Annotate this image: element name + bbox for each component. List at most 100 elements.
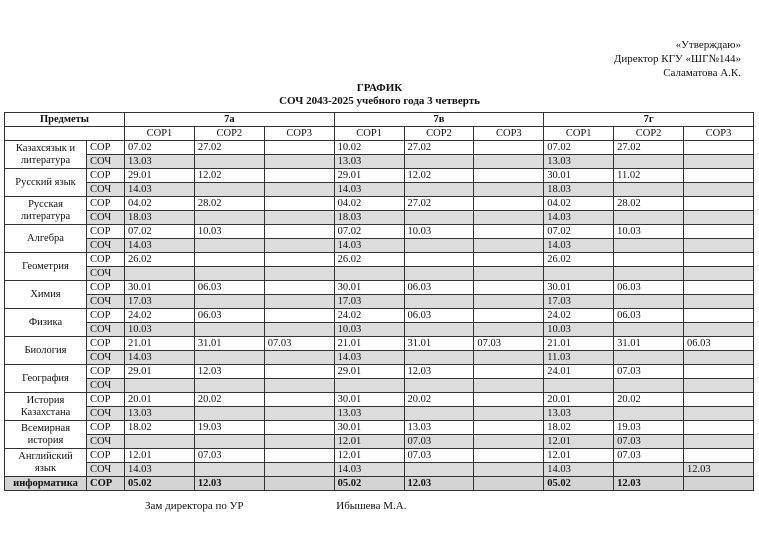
date-cell: 27.02 [403, 196, 475, 211]
date-cell: 13.03 [124, 154, 195, 169]
date-cell: 18.03 [543, 182, 615, 197]
soch-row: СОЧ 10.03 10.03 10.03 [5, 322, 754, 337]
date-cell [193, 322, 265, 337]
sor-row: Русский язык СОР 29.01 12.02 29.01 12.02 30.01… [4, 168, 754, 197]
date-cell [473, 406, 545, 421]
date-cell: 12.03 [193, 476, 265, 491]
date-cell [473, 182, 545, 197]
date-cell: 17.03 [333, 294, 405, 309]
date-cell [403, 294, 475, 309]
subject-cell: Русский язык [4, 168, 87, 197]
date-cell: 10.02 [333, 140, 405, 155]
footer-position: Зам директора по УР [145, 500, 244, 512]
column-header: СОР3 [683, 126, 754, 141]
row-type: СОЧ [85, 406, 126, 421]
date-cell: 20.02 [613, 392, 685, 407]
date-cell [473, 420, 545, 435]
date-cell: 04.02 [543, 196, 615, 211]
blank-cell [3, 126, 126, 141]
date-cell: 12.01 [333, 434, 405, 449]
date-cell [403, 154, 475, 169]
date-cell: 14.03 [333, 238, 405, 253]
date-cell [683, 224, 754, 239]
sor-row: Алгебра СОР 07.02 10.03 07.02 10.03 07.02 10.03 [4, 224, 754, 253]
date-cell [613, 252, 685, 267]
date-cell: 27.02 [193, 140, 265, 155]
subject-cell: Всемирная история [4, 420, 87, 449]
date-cell [263, 266, 335, 281]
date-cell: 31.01 [613, 336, 685, 351]
header-row: Предметы 7а 7в 7г [3, 112, 754, 127]
date-cell: 07.02 [543, 140, 615, 155]
date-cell: 12.03 [403, 364, 475, 379]
date-cell [613, 406, 685, 421]
column-header: СОР3 [473, 126, 545, 141]
date-cell [193, 210, 265, 225]
row-type: СОЧ [85, 238, 126, 253]
soch-row: СОЧ 14.03 14.03 18.03 [5, 182, 754, 197]
date-cell [613, 154, 685, 169]
date-cell [403, 238, 475, 253]
date-cell: 19.03 [613, 420, 685, 435]
soch-row: СОЧ 13.03 13.03 13.03 [5, 406, 754, 421]
date-cell [263, 182, 335, 197]
column-header: СОР2 [403, 126, 475, 141]
date-cell [473, 350, 545, 365]
soch-row: СОЧ 14.03 14.03 11.03 [5, 350, 754, 365]
row-type: СОР [85, 140, 126, 155]
date-cell [613, 350, 685, 365]
date-cell [263, 350, 335, 365]
row-type: СОР [85, 476, 126, 491]
date-cell [263, 224, 335, 239]
date-cell: 04.02 [333, 196, 405, 211]
date-cell: 21.01 [124, 336, 195, 351]
date-cell: 05.02 [124, 476, 195, 491]
date-cell [263, 238, 335, 253]
sor-row: Физика СОР 24.02 06.03 24.02 06.03 24.02 06.03 [4, 308, 754, 337]
date-cell [473, 294, 545, 309]
date-cell [193, 406, 265, 421]
date-cell: 14.03 [543, 462, 615, 477]
date-cell [473, 154, 545, 169]
date-cell: 07.03 [473, 336, 545, 351]
date-cell: 10.03 [124, 322, 195, 337]
column-header: СОР2 [613, 126, 685, 141]
date-cell: 06.03 [193, 280, 265, 295]
class-header: 7в [333, 112, 545, 127]
date-cell: 05.02 [543, 476, 615, 491]
date-cell [683, 252, 754, 267]
date-cell [263, 462, 335, 477]
subject-header: Предметы [3, 112, 126, 127]
date-cell: 13.03 [543, 154, 615, 169]
soch-row: СОЧ 18.03 18.03 14.03 [5, 210, 754, 225]
date-cell: 05.02 [333, 476, 405, 491]
date-cell [403, 252, 475, 267]
date-cell: 10.03 [543, 322, 615, 337]
date-cell: 24.02 [124, 308, 195, 323]
date-cell: 30.01 [543, 168, 615, 183]
date-cell: 29.01 [124, 168, 195, 183]
date-cell [403, 266, 475, 281]
date-cell: 10.03 [403, 224, 475, 239]
date-cell [683, 378, 754, 393]
date-cell: 12.01 [124, 448, 195, 463]
subheader-row: СОР1 СОР2 СОР3 СОР1 СОР2 СОР3 СОР1 СОР2 СОР3 [3, 126, 754, 141]
date-cell [263, 210, 335, 225]
date-cell [613, 462, 685, 477]
row-type: СОР [85, 420, 126, 435]
soch-row: СОЧ [5, 266, 754, 281]
date-cell [263, 294, 335, 309]
date-cell: 18.03 [124, 210, 195, 225]
subject-cell: Алгебра [4, 224, 87, 253]
date-cell [193, 378, 265, 393]
date-cell: 11.03 [543, 350, 615, 365]
date-cell [683, 168, 754, 183]
date-cell: 29.01 [124, 364, 195, 379]
date-cell: 07.03 [613, 448, 685, 463]
date-cell: 20.01 [543, 392, 615, 407]
date-cell [473, 238, 545, 253]
sor-row: Всемирная история СОР 18.02 19.03 30.01 13.03… [4, 420, 754, 449]
row-type: СОР [85, 448, 126, 463]
date-cell [263, 364, 335, 379]
